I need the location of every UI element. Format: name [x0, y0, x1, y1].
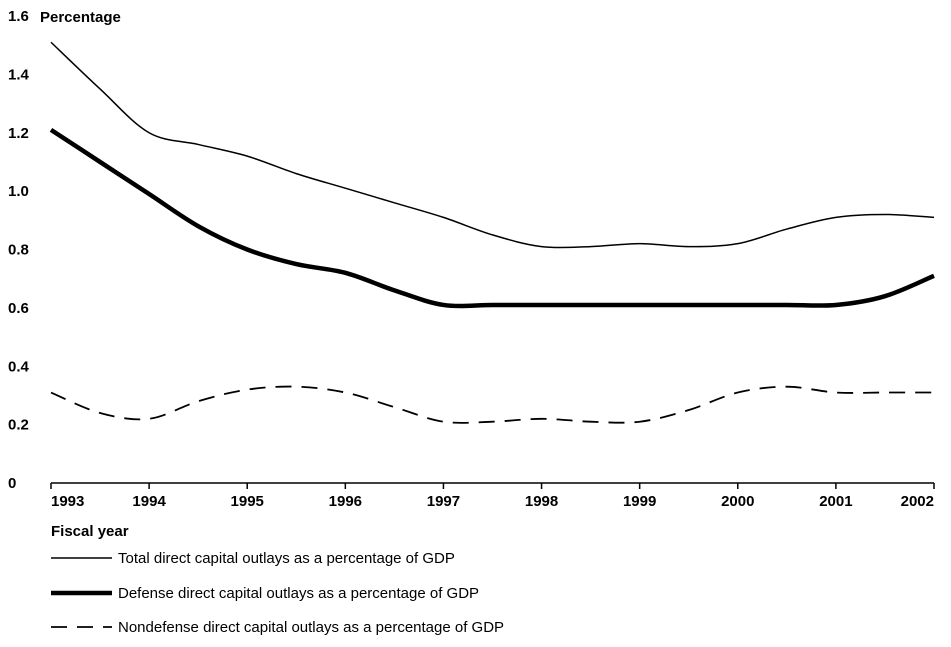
x-tick-label: 1999	[623, 493, 656, 510]
x-tick-label: 1997	[427, 493, 460, 510]
series-line-2	[49, 127, 935, 309]
x-tick-label: 2000	[721, 493, 754, 510]
y-tick-label: 1.2	[8, 125, 29, 142]
y-tick-label: 0	[8, 475, 16, 492]
series-lines	[49, 41, 935, 424]
y-tick-label: 0.8	[8, 242, 29, 259]
y-axis-ticks: 0 0.2 0.4 0.6 0.8 1.0 1.2 1.4 1.6	[8, 8, 30, 492]
y-axis-title: Percentage	[40, 9, 121, 26]
legend-label-2: Defense direct capital outlays as a perc…	[118, 585, 479, 602]
y-tick-label: 0.4	[8, 358, 30, 375]
x-tick-label: 1995	[231, 493, 264, 510]
x-tick-label: 2001	[819, 493, 852, 510]
y-tick-label: 1.0	[8, 183, 29, 200]
x-axis-title: Fiscal year	[51, 523, 129, 540]
y-tick-label: 0.6	[8, 300, 29, 317]
x-axis-ticks: 1993 1994 1995 1996 1997 1998 1999 2000 2001 2002	[50, 483, 935, 510]
legend-label-3: Nondefense direct capital outlays as a p…	[118, 619, 504, 636]
y-tick-label: 1.6	[8, 8, 29, 25]
x-tick-label: 2002	[901, 493, 934, 510]
x-tick-label: 1996	[329, 493, 362, 510]
y-tick-label: 1.4	[8, 66, 30, 83]
x-tick-label: 1998	[525, 493, 558, 510]
x-tick-label: 1994	[132, 493, 166, 510]
legend-label-1: Total direct capital outlays as a percen…	[118, 550, 455, 567]
y-tick-label: 0.2	[8, 417, 29, 434]
legend: Total direct capital outlays as a percen…	[51, 550, 504, 636]
series-line-1	[50, 41, 935, 249]
series-line-3	[50, 385, 934, 424]
x-tick-label: 1993	[51, 493, 84, 510]
